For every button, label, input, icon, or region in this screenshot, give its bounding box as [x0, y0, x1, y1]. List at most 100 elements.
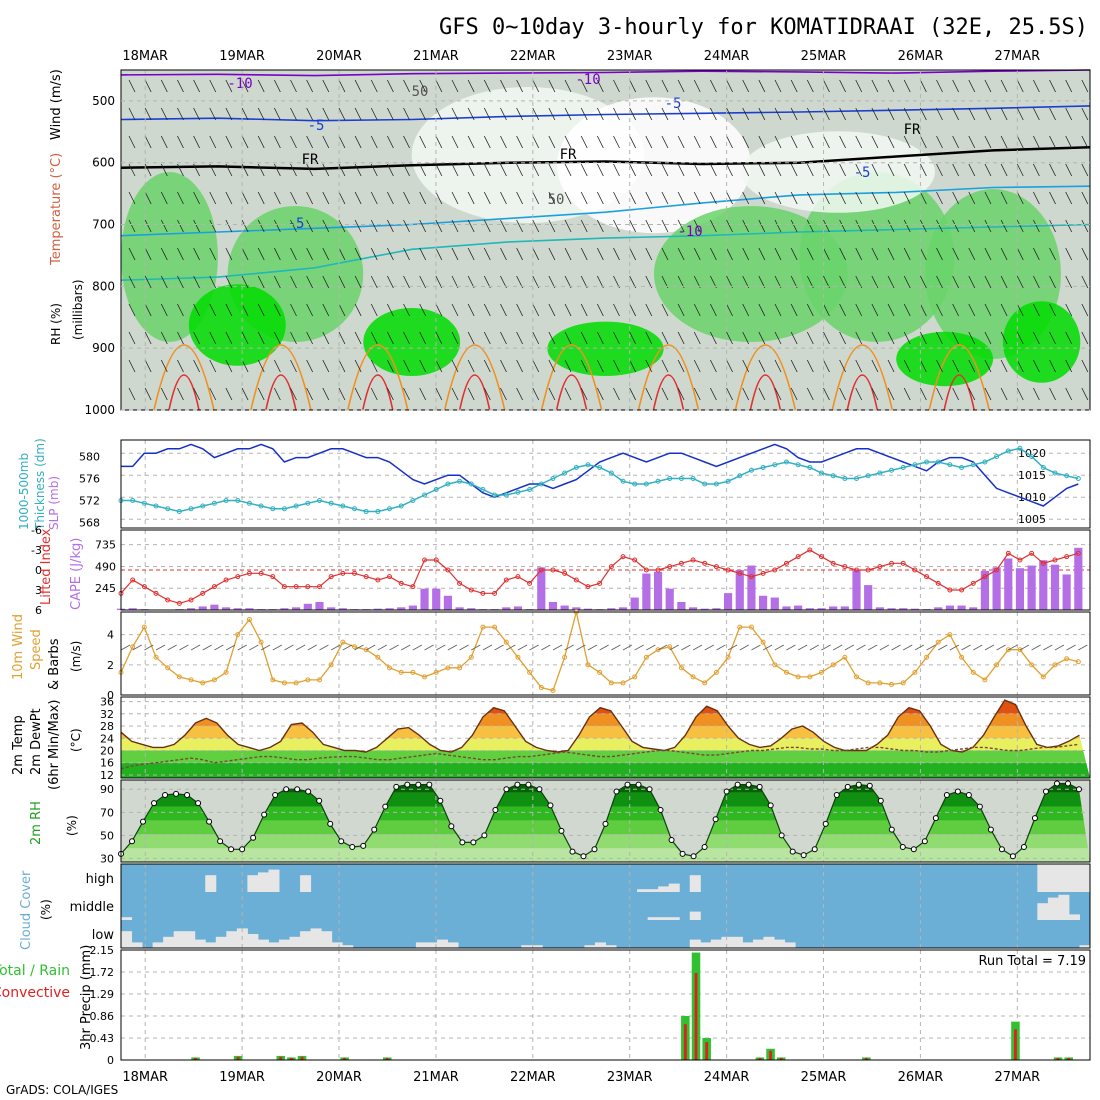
wind-barb: [871, 163, 879, 177]
wind-barb: [887, 303, 895, 317]
wind-barb: [596, 387, 604, 401]
wind-barb: [209, 219, 217, 233]
wind-barb: [710, 331, 717, 345]
rh-point: [503, 786, 510, 793]
wind-barb: [968, 107, 976, 121]
wind-barb: [596, 359, 604, 373]
cape-bar: [817, 608, 826, 610]
data-point: [970, 462, 976, 468]
date-label-bottom: 27MAR: [994, 1070, 1040, 1085]
wind-barb: [891, 644, 901, 651]
wind-point: [620, 680, 626, 686]
wind-barb: [322, 191, 330, 205]
wind-barb: [596, 247, 604, 261]
wind-point: [433, 669, 439, 675]
wind-barb: [1049, 303, 1056, 317]
cloud-cell: [268, 869, 280, 892]
warm-contour: [153, 344, 215, 411]
wind-barb: [387, 275, 394, 289]
wind-barb: [241, 303, 249, 317]
wind-barb: [322, 275, 330, 289]
wind-barb: [774, 359, 782, 373]
rh-point: [206, 818, 213, 825]
cloud-cell: [700, 942, 712, 948]
cape-bar: [677, 602, 686, 610]
wind-barb: [903, 219, 911, 233]
y-tick-label: 16: [100, 757, 114, 770]
wind-barb: [290, 219, 297, 233]
wind-barb: [144, 303, 152, 317]
wind-barb: [144, 107, 152, 121]
wind-barb: [936, 79, 943, 93]
wind-speed-line: [120, 611, 1079, 692]
isotherm--5: [120, 105, 1091, 122]
precip-convective-bar: [236, 1056, 240, 1060]
wind-barb: [786, 644, 796, 651]
wind-barb: [306, 275, 314, 289]
y-tick-label: 24: [100, 732, 114, 745]
data-point: [702, 481, 708, 487]
wind-barb: [144, 79, 152, 93]
wind-barb: [926, 644, 936, 651]
rh-point: [536, 786, 543, 793]
wind-barb: [330, 644, 341, 651]
wind-point: [445, 665, 451, 671]
hot-contour: [168, 374, 200, 411]
wind-barb: [1033, 135, 1040, 149]
wind-barb: [936, 331, 943, 345]
wind-barb: [1065, 331, 1073, 345]
warm-contour: [734, 344, 797, 411]
wind-barb: [806, 247, 814, 261]
hot-contour: [555, 374, 588, 411]
cape-bar: [688, 607, 698, 610]
rh-region: [653, 206, 848, 342]
wind-barb: [677, 387, 685, 401]
wind-barb: [128, 303, 136, 317]
wind-barb: [758, 331, 766, 345]
wind-barb: [984, 219, 992, 233]
data-point: [725, 478, 731, 484]
warm-contour: [443, 344, 506, 411]
wind-barb: [903, 191, 911, 205]
rh-point: [767, 802, 774, 809]
wind-barb: [645, 303, 653, 317]
axis-label-barbs: & Barbs: [47, 638, 62, 690]
cape-bar: [700, 608, 709, 610]
wind-barb: [1049, 387, 1056, 401]
wind-barb: [742, 163, 750, 177]
rh-band: [121, 834, 1090, 849]
wind-barb: [467, 387, 475, 401]
wind-barb: [193, 331, 200, 345]
cape-bar: [945, 605, 954, 610]
wind-barb: [483, 163, 491, 177]
data-point: [188, 506, 194, 512]
wind-point: [842, 654, 848, 660]
wind-barb: [412, 644, 423, 651]
wind-barb: [451, 219, 459, 233]
wind-barb: [387, 247, 394, 261]
wind-barb: [903, 387, 911, 401]
rh-point: [327, 820, 334, 827]
wind-barb: [984, 107, 992, 121]
y-tick-label-cape: 245: [95, 582, 116, 595]
hot-contour: [652, 374, 685, 411]
li-point: [830, 560, 836, 566]
wind-barb: [968, 79, 976, 93]
data-point: [130, 498, 136, 503]
wind-barb: [887, 331, 895, 345]
rh-point: [140, 818, 147, 825]
wind-barb: [451, 79, 459, 93]
wind-barb: [354, 275, 362, 289]
wind-barb: [629, 331, 637, 345]
wind-barb: [790, 219, 798, 233]
wind-barb: [936, 107, 943, 121]
wind-barb: [1081, 359, 1089, 373]
wind-barb: [629, 219, 637, 233]
rh-point: [162, 792, 169, 799]
wind-barb: [370, 275, 378, 289]
wind-barb: [580, 359, 588, 373]
cape-bar: [794, 605, 803, 610]
wind-barb: [322, 303, 330, 317]
axis-label-cape: CAPE (J/kg): [69, 538, 84, 610]
data-point: [398, 503, 404, 509]
